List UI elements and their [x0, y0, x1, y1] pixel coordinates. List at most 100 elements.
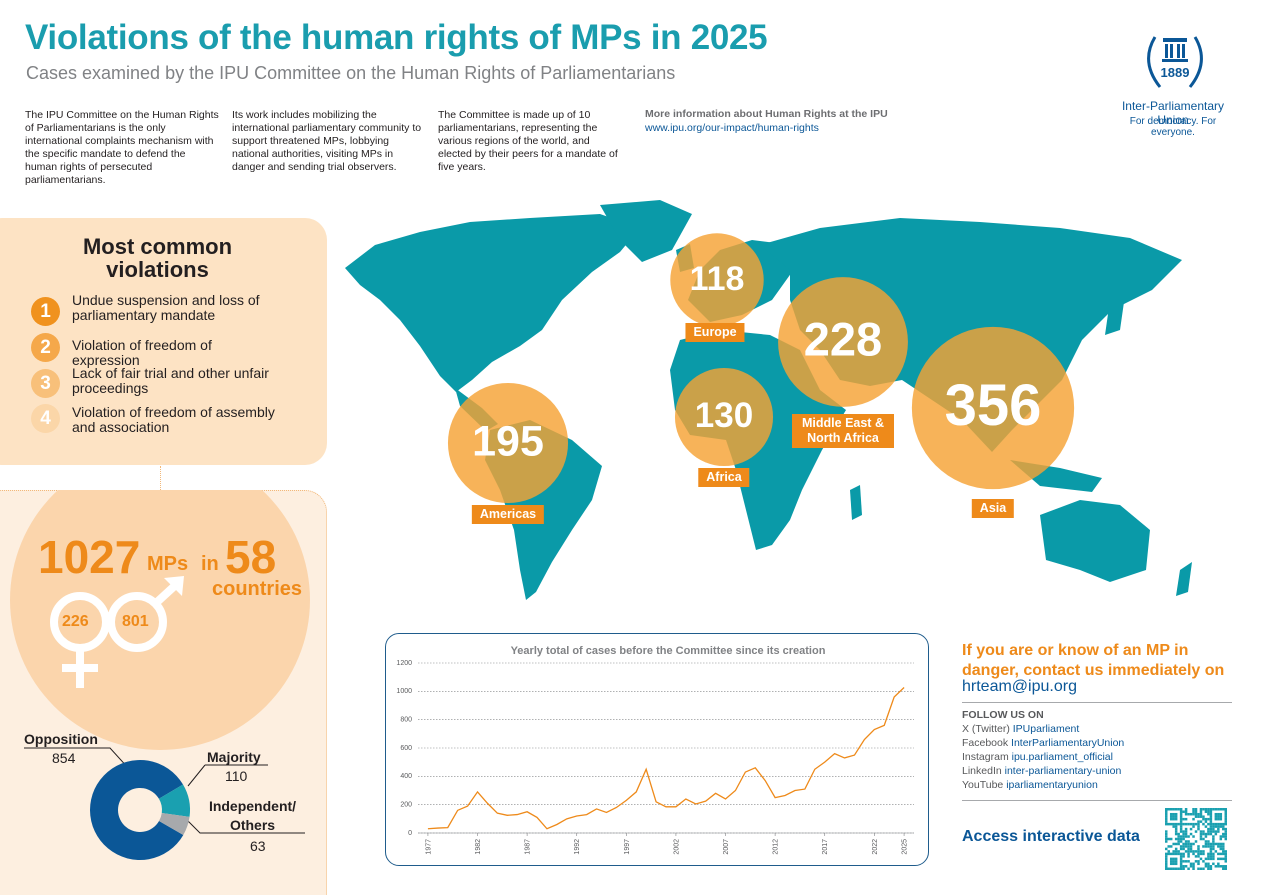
qr-cell: [1179, 852, 1183, 856]
x-tick-label: 2022: [872, 839, 879, 855]
qr-cell: [1194, 812, 1198, 816]
handle[interactable]: inter-parliamentary-union: [1004, 765, 1122, 777]
men-count: 801: [122, 613, 149, 630]
region-value: 118: [690, 260, 745, 298]
y-tick-label: 1200: [396, 660, 412, 667]
qr-cell: [1179, 847, 1183, 851]
japan: [1105, 295, 1125, 335]
qr-cell: [1174, 832, 1178, 836]
qr-cell: [1189, 845, 1193, 848]
qr-cell: [1174, 857, 1178, 861]
qr-cell: [1172, 808, 1175, 811]
chart-title: Yearly total of cases before the Committ…: [511, 645, 826, 657]
qr-cell: [1194, 850, 1198, 853]
qr-cell: [1219, 857, 1223, 861]
qr-cell: [1192, 810, 1195, 813]
more-info-link[interactable]: www.ipu.org/our-impact/human-rights: [645, 122, 819, 134]
pie-slice: [90, 760, 184, 860]
building: [1162, 59, 1188, 62]
qr-cell: [1199, 810, 1203, 813]
data-line: [427, 687, 905, 830]
region-label: Africa: [698, 468, 750, 487]
region-value: 356: [945, 373, 1042, 438]
qr-cell: [1165, 865, 1168, 868]
qr-cell: [1209, 867, 1213, 870]
qr-cell: [1192, 865, 1195, 868]
qr-cell: [1222, 857, 1225, 861]
qr-cell: [1165, 830, 1168, 833]
intro-paragraph: Its work includes mobilizing the interna…: [232, 109, 422, 173]
logo-tagline: For democracy. For everyone.: [1129, 116, 1217, 138]
qr-cell: [1202, 815, 1205, 818]
violation-number: 1: [31, 297, 60, 326]
qr-cell: [1167, 845, 1170, 848]
qr-cell: [1197, 855, 1200, 858]
qr-cell: [1177, 840, 1180, 843]
qr-cell: [1212, 830, 1215, 833]
qr-cell: [1179, 808, 1183, 811]
qr-cell: [1172, 850, 1175, 853]
contact-email[interactable]: hrteam@ipu.org: [962, 678, 1077, 695]
qr-cell: [1179, 862, 1183, 866]
qr-cell: [1222, 867, 1225, 870]
qr-cell: [1194, 822, 1198, 826]
qr-cell: [1224, 810, 1227, 813]
connector: [160, 466, 161, 490]
follow-item: YouTube iparliamentaryunion: [962, 779, 1098, 791]
qr-cell: [1207, 842, 1210, 846]
qr-cell: [1167, 867, 1170, 870]
x-tick-label: 1982: [475, 839, 482, 855]
qr-cell: [1222, 832, 1225, 836]
qr-cell: [1212, 835, 1215, 838]
qr-cell: [1217, 845, 1220, 848]
qr-cell: [1194, 855, 1198, 858]
qr-cell: [1199, 820, 1203, 823]
qr-cell: [1179, 827, 1183, 831]
pie-slice: [159, 813, 190, 835]
qr-cell: [1184, 842, 1188, 846]
qr-cell: [1224, 837, 1227, 841]
qr-cell: [1192, 822, 1195, 826]
qr-cell: [1189, 832, 1193, 836]
qr-cell: [1187, 842, 1190, 846]
qr-cell: [1197, 852, 1200, 856]
follow-item: LinkedIn inter-parliamentary-union: [962, 765, 1121, 777]
handle[interactable]: ipu.parliament_official: [1011, 751, 1113, 763]
new-zealand: [1176, 562, 1192, 596]
qr-cell: [1177, 808, 1180, 811]
qr-cell: [1199, 835, 1203, 838]
handle[interactable]: IPUparliament: [1012, 723, 1080, 735]
access-link[interactable]: Access interactive data: [962, 828, 1140, 845]
north-america: [345, 214, 640, 392]
qr-cell: [1169, 852, 1173, 856]
qr-cell: [1204, 862, 1208, 866]
qr-cell: [1172, 862, 1175, 866]
qr-cell: [1172, 817, 1175, 821]
qr-cell: [1169, 860, 1173, 863]
qr-cell: [1165, 832, 1168, 836]
qr-cell: [1197, 845, 1200, 848]
qr-cell: [1179, 837, 1183, 841]
handle[interactable]: iparliamentaryunion: [1006, 779, 1098, 791]
qr-cell: [1202, 830, 1205, 833]
qr-cell: [1169, 862, 1173, 866]
qr-cell: [1182, 845, 1185, 848]
qr-cell: [1194, 830, 1198, 833]
building: [1165, 44, 1168, 58]
qr-cell: [1174, 837, 1178, 841]
qr-cell: [1187, 847, 1190, 851]
qr-cell: [1179, 857, 1183, 861]
qr-cell: [1202, 850, 1205, 853]
pie-value: 110: [225, 768, 248, 784]
qr-cell: [1222, 808, 1225, 811]
qr-cell: [1219, 837, 1223, 841]
qr-cell: [1179, 812, 1183, 816]
qr-cell: [1212, 825, 1215, 828]
qr-cell: [1199, 852, 1203, 856]
qr-cell: [1174, 850, 1178, 853]
mps-label: MPs: [147, 553, 189, 575]
qr-cell: [1167, 808, 1170, 811]
qr-cell: [1224, 852, 1227, 856]
handle[interactable]: InterParliamentaryUnion: [1011, 737, 1125, 749]
qr-cell: [1184, 812, 1188, 816]
